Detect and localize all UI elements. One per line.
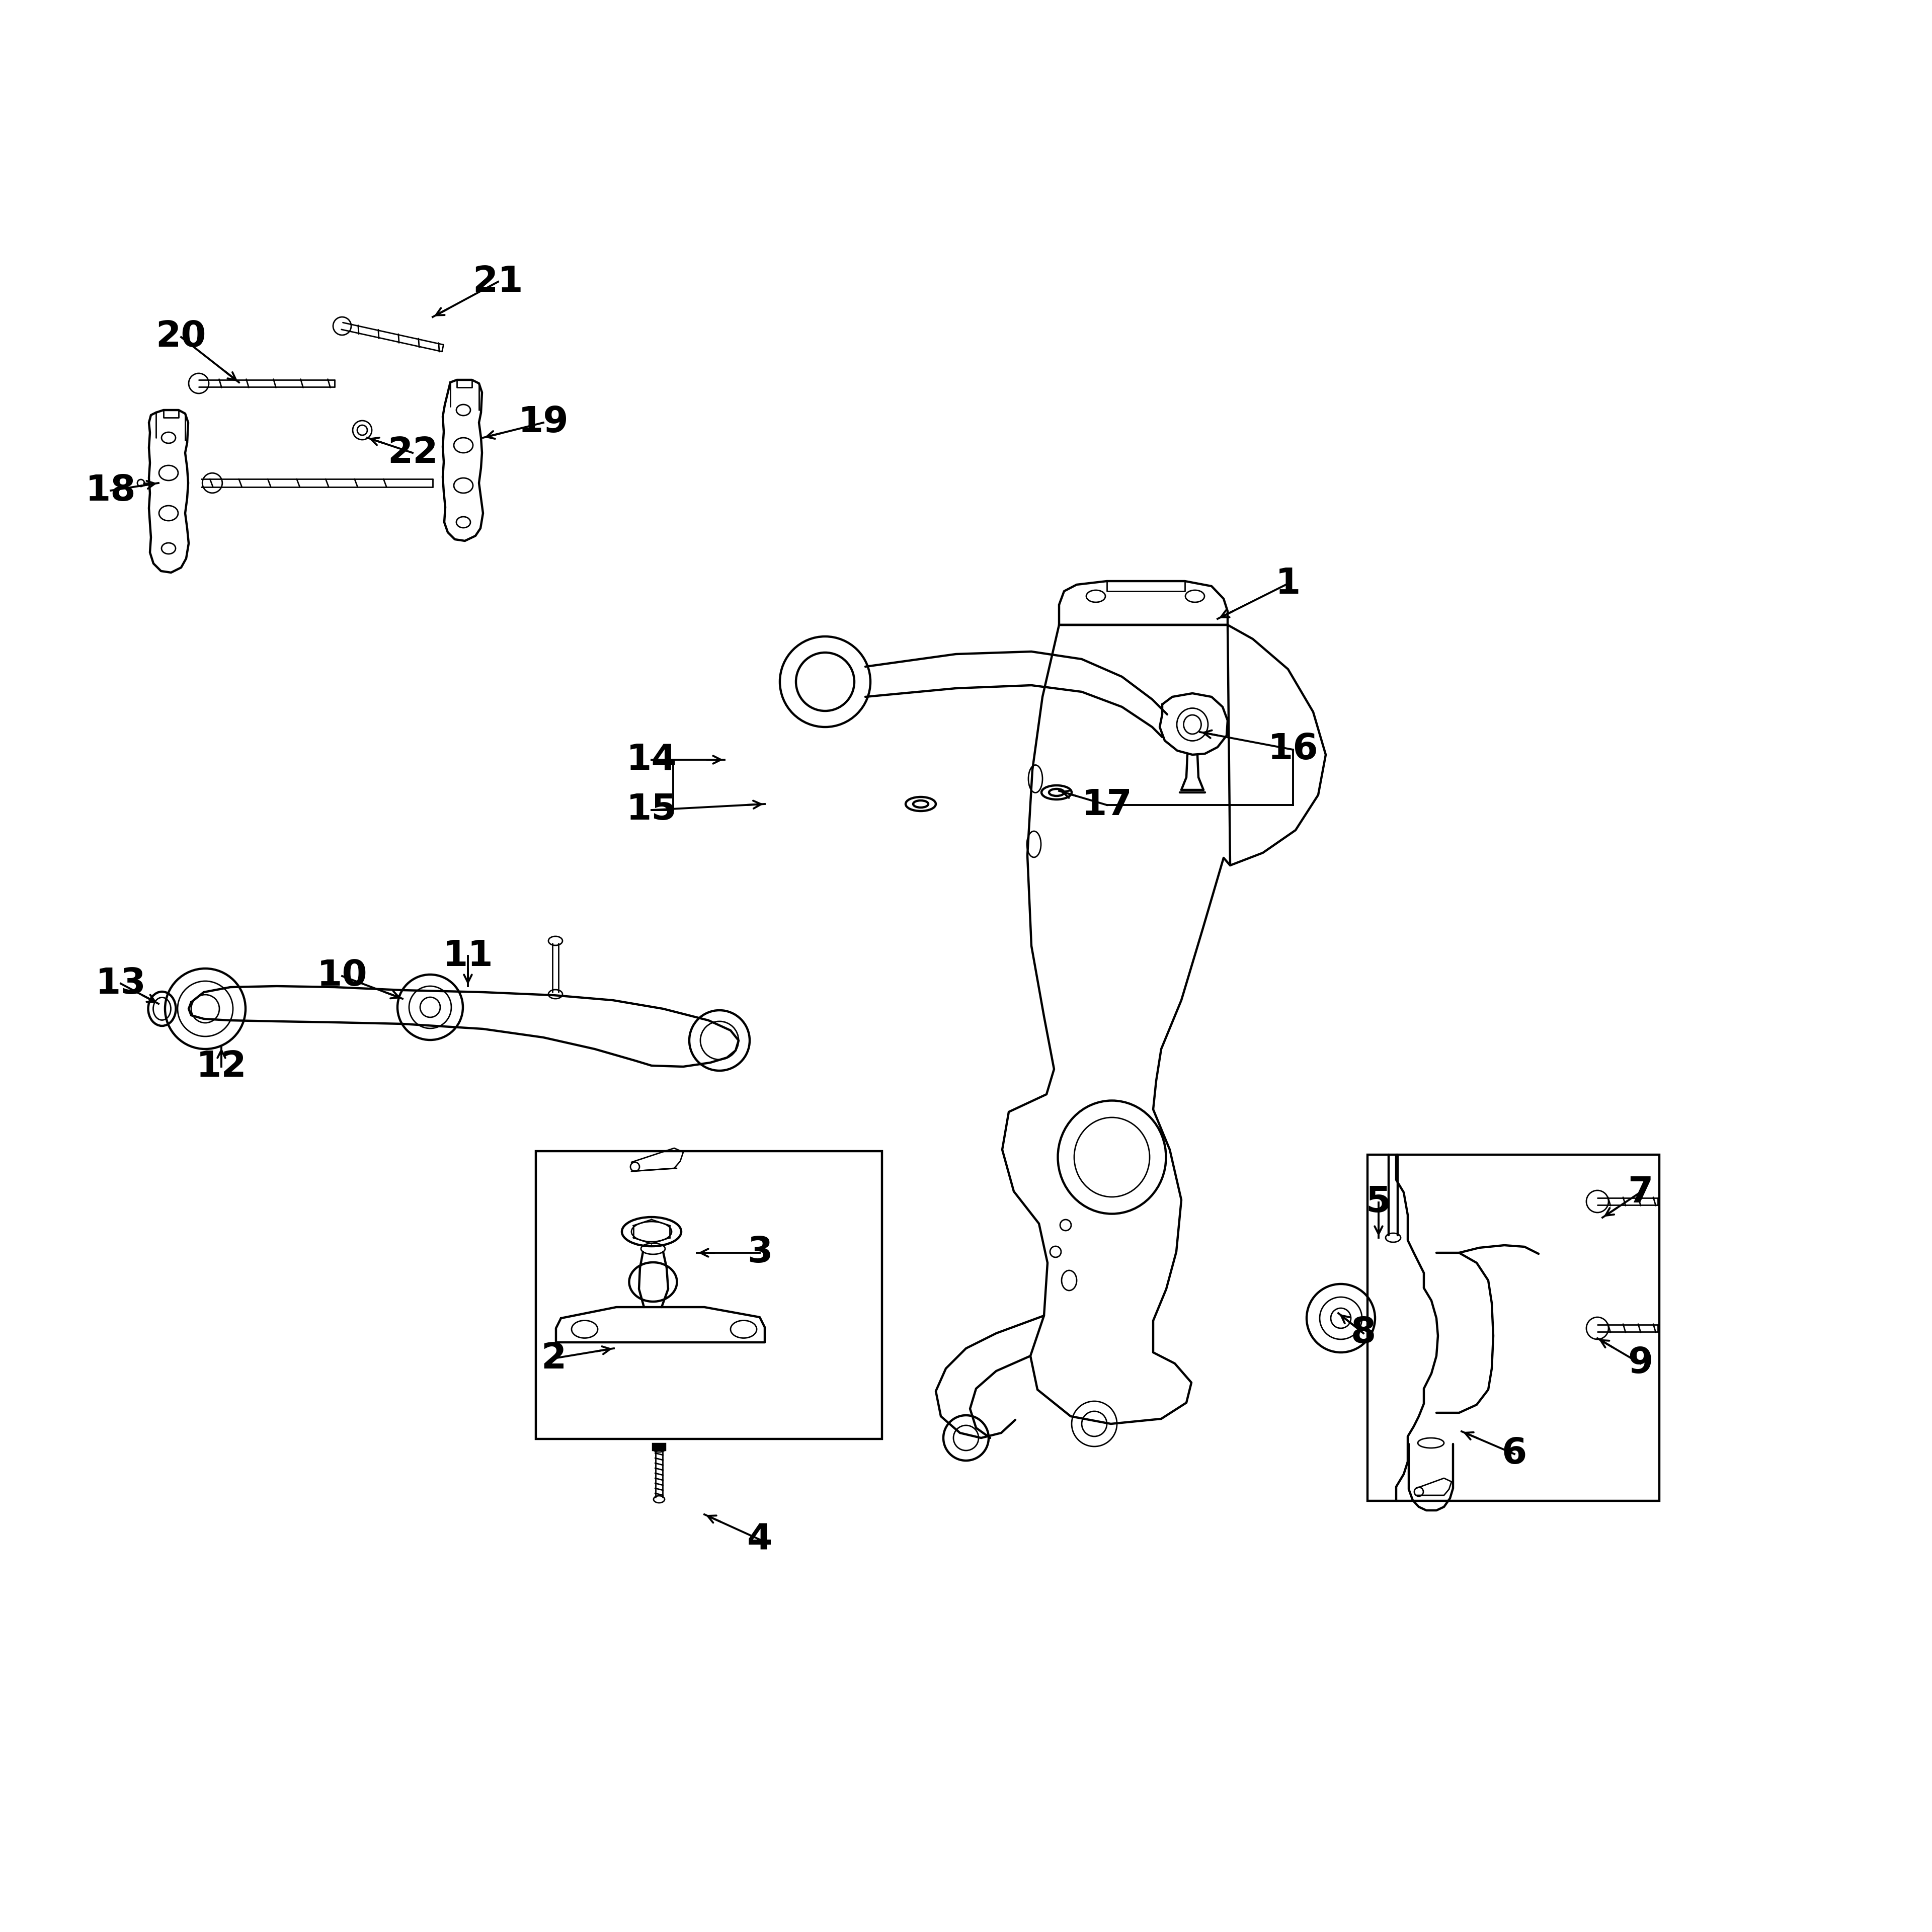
Text: 22: 22: [386, 435, 439, 469]
Text: 4: 4: [748, 1522, 773, 1557]
Bar: [1368, 1155, 1660, 1501]
Text: 18: 18: [85, 473, 135, 508]
Text: 16: 16: [1267, 732, 1318, 767]
Text: 9: 9: [1627, 1347, 1654, 1381]
Bar: [535, 1151, 883, 1439]
Text: 21: 21: [473, 265, 524, 299]
Text: 1: 1: [1275, 566, 1300, 601]
Text: 12: 12: [195, 1049, 247, 1084]
Text: 13: 13: [95, 966, 147, 1001]
Text: 17: 17: [1082, 788, 1132, 823]
Text: 6: 6: [1501, 1437, 1526, 1472]
Text: 10: 10: [317, 958, 367, 993]
Text: 3: 3: [748, 1235, 773, 1269]
Text: 8: 8: [1350, 1316, 1376, 1350]
Text: 14: 14: [626, 742, 676, 777]
Text: 2: 2: [541, 1341, 566, 1376]
Text: 11: 11: [442, 939, 493, 974]
Text: 19: 19: [518, 406, 568, 440]
Text: 15: 15: [626, 792, 676, 827]
Text: 20: 20: [156, 319, 207, 354]
Text: 7: 7: [1627, 1175, 1654, 1209]
Bar: [653, 1443, 665, 1451]
Text: 5: 5: [1366, 1184, 1391, 1219]
